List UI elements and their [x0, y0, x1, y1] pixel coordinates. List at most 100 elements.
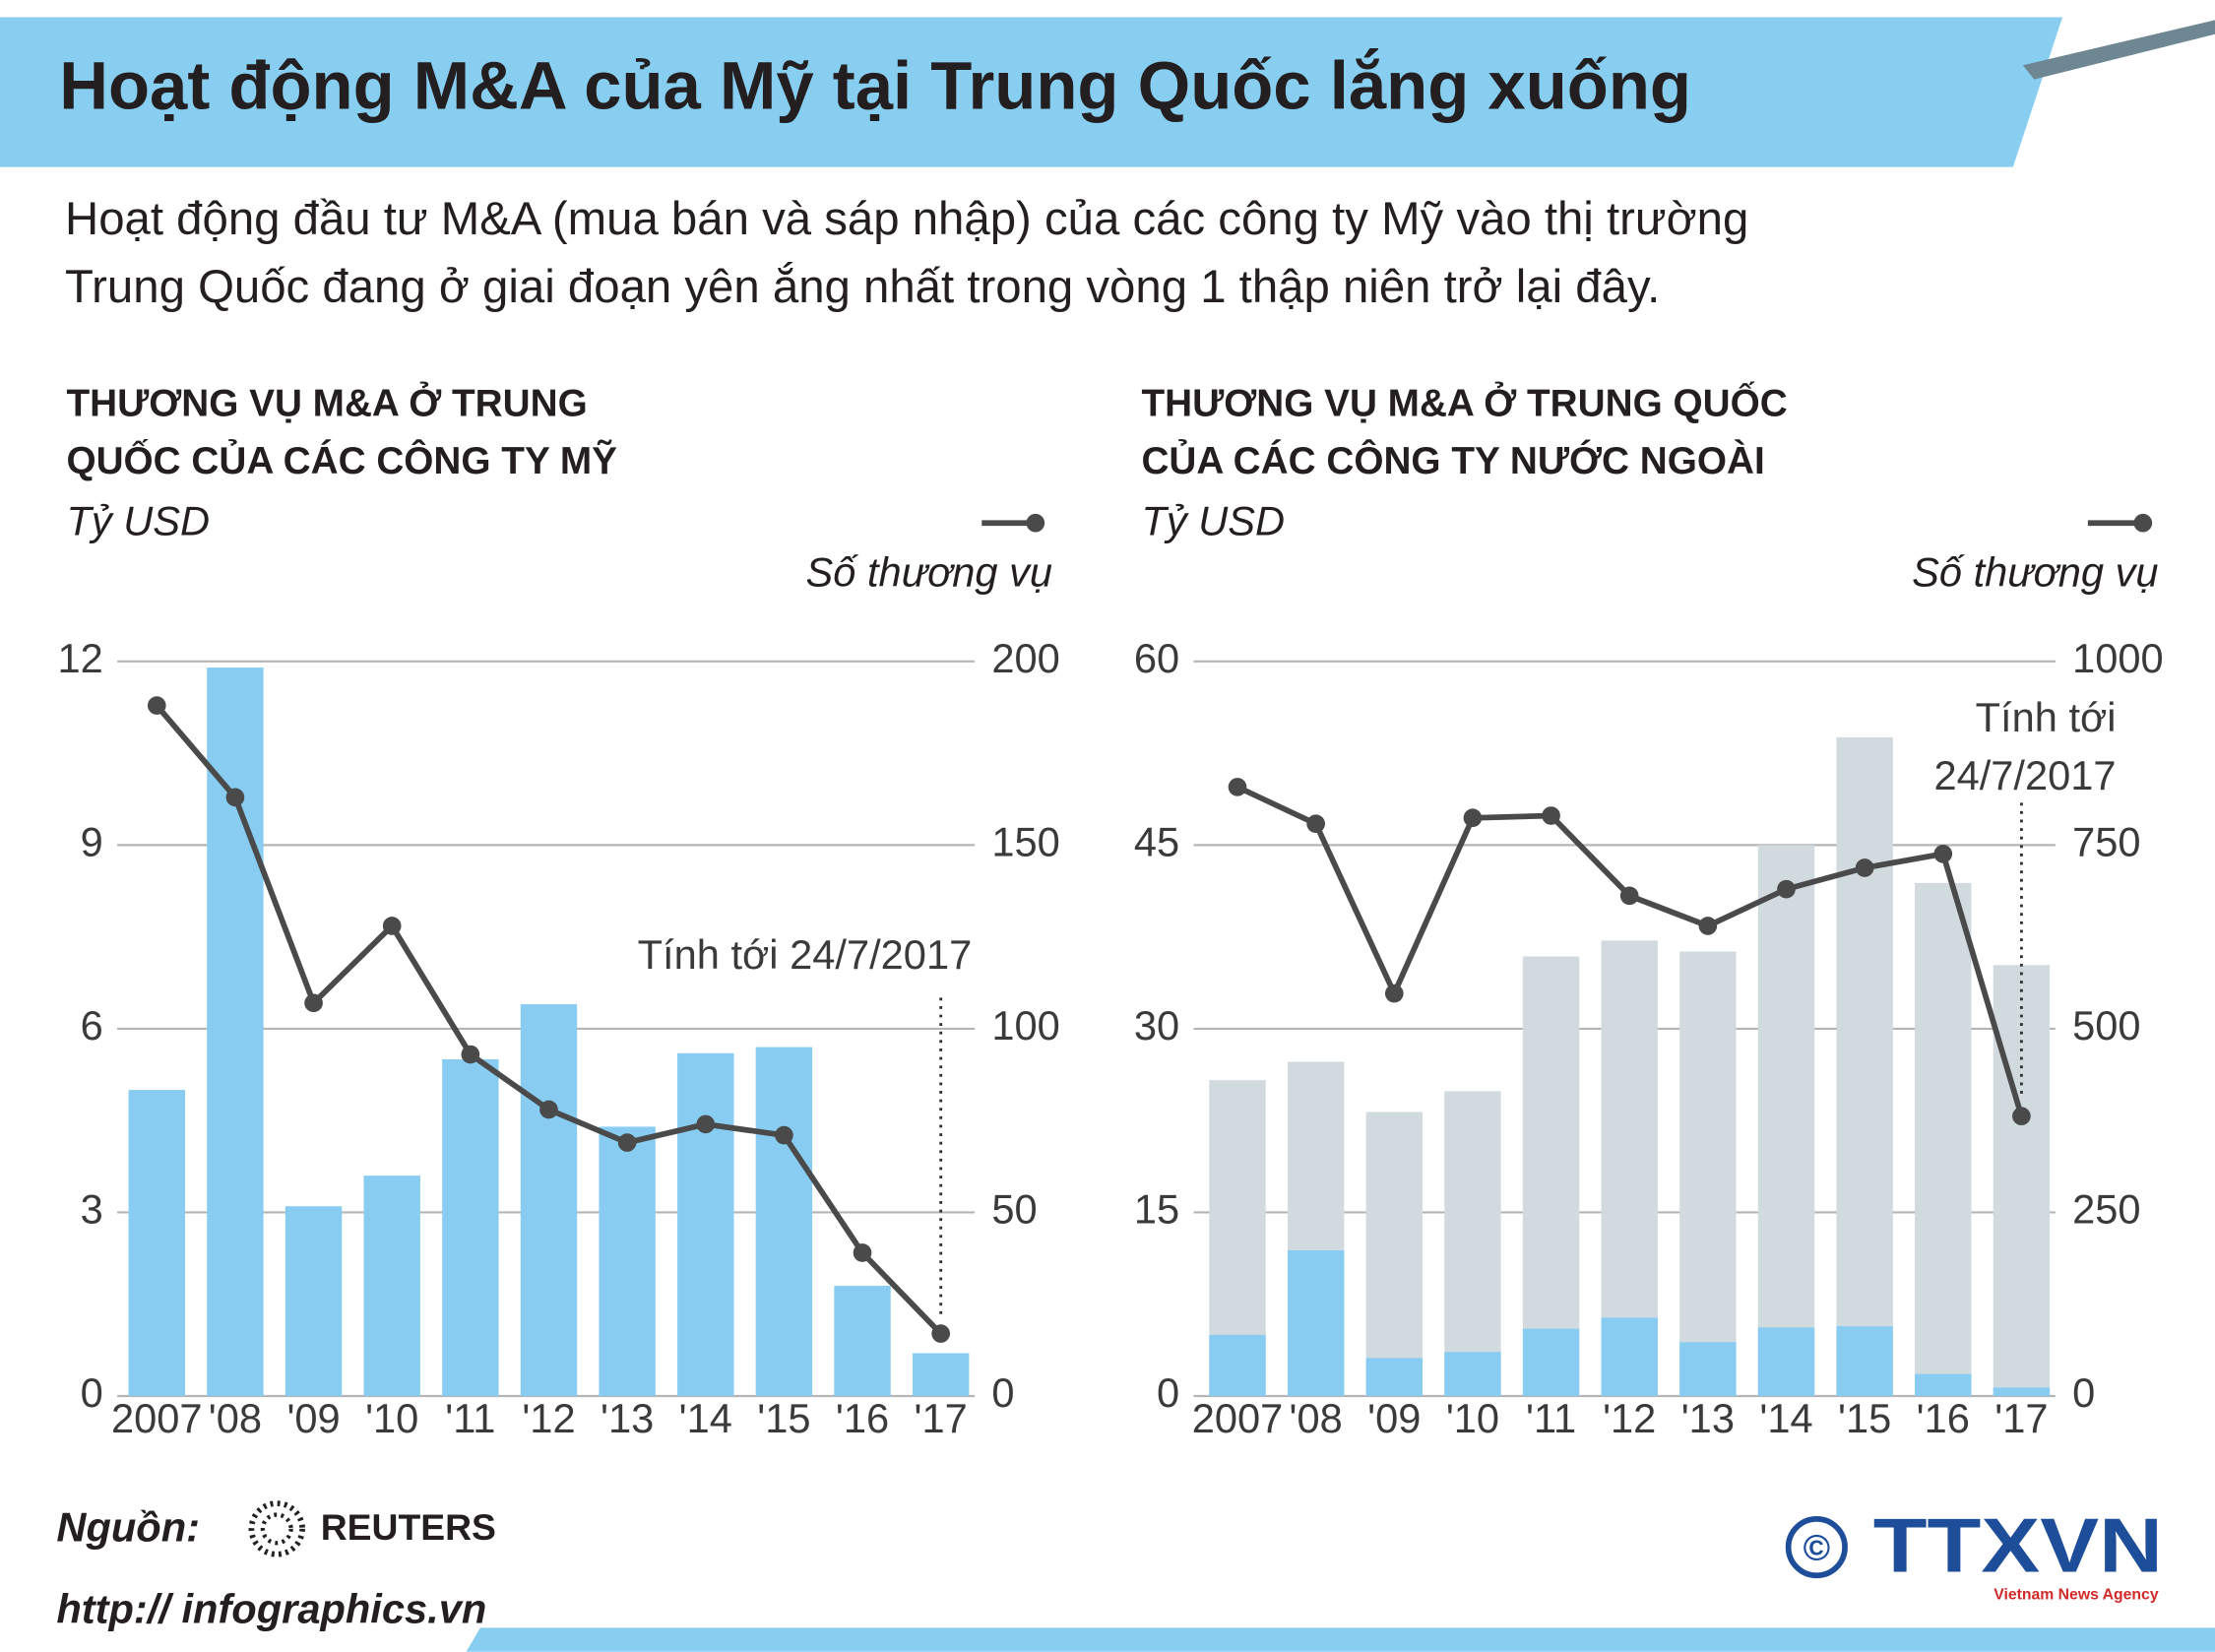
- x-tick-label: '11: [1526, 1395, 1576, 1441]
- y2-tick-label: 750: [2072, 818, 2140, 864]
- agency-subtitle: Vietnam News Agency: [1994, 1587, 2159, 1604]
- x-tick-label: '09: [1367, 1395, 1421, 1441]
- copyright: ©: [1804, 1526, 1830, 1567]
- bar: [1444, 1091, 1501, 1397]
- bar: [599, 1126, 656, 1397]
- source-label: Nguồn:: [56, 1503, 200, 1550]
- y-axis-label: Tỷ USD: [1141, 498, 1285, 544]
- x-tick-label: 2007: [1192, 1395, 1284, 1441]
- line-point: [1698, 917, 1718, 935]
- annotation: Tính tới: [1976, 694, 2117, 740]
- bar: [1209, 1334, 1266, 1397]
- line-point: [2012, 1107, 2031, 1126]
- x-tick-label: '10: [1446, 1395, 1499, 1441]
- header-band: [0, 17, 2063, 167]
- bar: [912, 1353, 970, 1397]
- bar: [1522, 1328, 1580, 1397]
- y-tick-label: 3: [81, 1185, 103, 1232]
- y2-tick-label: 50: [991, 1185, 1037, 1232]
- y2-tick-label: 0: [2072, 1369, 2095, 1416]
- title: Hoạt động M&A của Mỹ tại Trung Quốc lắng…: [59, 47, 1691, 123]
- chart-title: THƯƠNG VỤ M&A Ở TRUNG QUỐC: [1141, 380, 1787, 424]
- bar: [1522, 956, 1580, 1397]
- bar: [1836, 1326, 1893, 1397]
- bar: [755, 1047, 813, 1397]
- reuters-logo: [248, 1500, 305, 1557]
- line-point: [1384, 984, 1404, 1003]
- y-tick-label: 12: [57, 635, 102, 681]
- legend-label: Số thương vụ: [806, 548, 1052, 595]
- line-point: [617, 1133, 637, 1152]
- y2-tick-label: 150: [991, 818, 1059, 864]
- x-tick-label: '12: [522, 1395, 575, 1441]
- y2-tick-label: 500: [2072, 1002, 2140, 1048]
- bar: [1365, 1358, 1423, 1397]
- line-point: [382, 917, 402, 935]
- y2-tick-label: 100: [991, 1002, 1059, 1048]
- line-point: [147, 696, 166, 715]
- x-tick-label: 2007: [111, 1395, 203, 1441]
- y-tick-label: 9: [81, 818, 103, 864]
- line-point: [539, 1100, 558, 1119]
- line-point: [1463, 808, 1483, 828]
- bar: [363, 1175, 420, 1397]
- bar: [1757, 845, 1815, 1397]
- chart-title: QUỐC CỦA CÁC CÔNG TY MỸ: [66, 438, 617, 482]
- line-point: [1542, 806, 1560, 825]
- bar: [1365, 1112, 1423, 1397]
- x-tick-label: '16: [836, 1395, 889, 1441]
- agency: TTXVN: [1873, 1503, 2163, 1588]
- bar: [520, 1004, 578, 1397]
- y2-tick-label: 200: [991, 635, 1059, 681]
- bar: [834, 1286, 891, 1397]
- line-point: [1306, 814, 1325, 834]
- line-point: [696, 1114, 716, 1134]
- legend-label: Số thương vụ: [1912, 548, 2158, 595]
- y2-tick-label: 1000: [2072, 635, 2164, 681]
- line-point: [1619, 886, 1639, 906]
- bar: [1915, 882, 1972, 1397]
- url: http:// infographics.vn: [56, 1586, 486, 1632]
- bar: [128, 1090, 185, 1397]
- y-axis-label: Tỷ USD: [66, 498, 210, 544]
- line-point: [1933, 844, 1953, 863]
- bar: [442, 1059, 499, 1397]
- x-tick-label: '13: [601, 1395, 654, 1441]
- annotation: Tính tới 24/7/2017: [638, 931, 973, 978]
- x-tick-label: '17: [1994, 1395, 2048, 1441]
- x-tick-label: '15: [1838, 1395, 1891, 1441]
- x-tick-label: '12: [1603, 1395, 1656, 1441]
- y2-tick-label: 0: [991, 1369, 1014, 1416]
- line-point: [1228, 778, 1247, 796]
- y-tick-label: 45: [1134, 818, 1179, 864]
- line-point: [225, 788, 245, 807]
- x-tick-label: '17: [915, 1395, 968, 1441]
- line-point: [1777, 879, 1796, 899]
- x-tick-label: '08: [209, 1395, 262, 1441]
- footer-band: [466, 1627, 2215, 1652]
- y-tick-label: 60: [1134, 635, 1179, 681]
- x-tick-label: '09: [286, 1395, 340, 1441]
- chart-title: CỦA CÁC CÔNG TY NƯỚC NGOÀI: [1141, 438, 1764, 482]
- bar: [1915, 1373, 1972, 1397]
- header-accent: [2022, 20, 2215, 80]
- line-point: [461, 1045, 480, 1064]
- y-tick-label: 0: [81, 1369, 103, 1416]
- x-tick-label: '11: [445, 1395, 495, 1441]
- copyright-circle: [1785, 1515, 1848, 1579]
- bar: [1444, 1352, 1501, 1397]
- line-point: [853, 1243, 872, 1262]
- bar: [1601, 1317, 1658, 1397]
- x-tick-label: '15: [757, 1395, 810, 1441]
- bar: [1993, 1387, 2051, 1397]
- line-point: [304, 993, 323, 1013]
- x-tick-label: '13: [1681, 1395, 1735, 1441]
- x-tick-label: '14: [1759, 1395, 1812, 1441]
- bar: [677, 1052, 734, 1397]
- chart-title: THƯƠNG VỤ M&A Ở TRUNG: [66, 381, 587, 424]
- line-point: [1855, 858, 1874, 877]
- y-tick-label: 0: [1157, 1369, 1179, 1416]
- x-tick-label: '14: [679, 1395, 732, 1441]
- legend-dot: [2133, 513, 2153, 533]
- x-tick-label: '08: [1290, 1395, 1343, 1441]
